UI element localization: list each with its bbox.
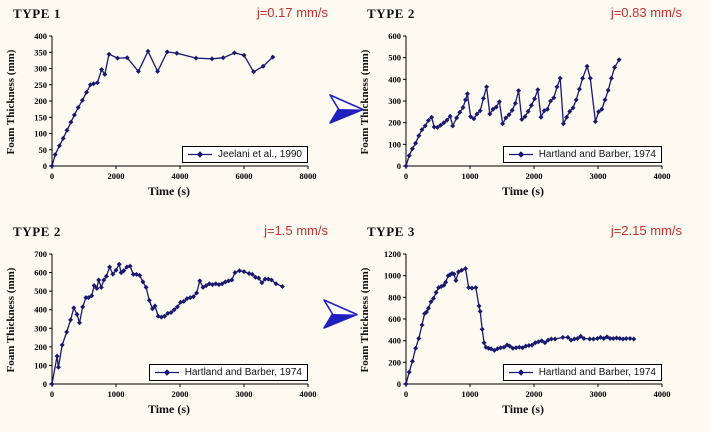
svg-text:0: 0 — [404, 389, 408, 399]
svg-text:4000: 4000 — [300, 389, 317, 399]
chart-title: TYPE 2 — [367, 6, 416, 21]
legend-label: Hartland and Barber, 1974 — [184, 367, 302, 378]
legend-marker-icon — [508, 369, 533, 376]
svg-text:400: 400 — [34, 305, 47, 315]
legend-marker-icon — [508, 151, 533, 158]
y-axis-label: Foam Thickness (mm) — [359, 267, 371, 373]
svg-text:0: 0 — [50, 171, 54, 181]
svg-text:400: 400 — [388, 336, 401, 346]
svg-text:200: 200 — [388, 118, 401, 128]
flow-arrow-top — [327, 92, 365, 126]
superficial-velocity-label: j=2.15 mm/s — [610, 223, 682, 238]
legend-label: Hartland and Barber, 1974 — [538, 149, 656, 160]
svg-text:1200: 1200 — [384, 249, 401, 259]
svg-text:0: 0 — [397, 379, 401, 389]
svg-text:600: 600 — [34, 268, 47, 278]
legend-box: Hartland and Barber, 1974 — [148, 364, 308, 381]
svg-text:600: 600 — [388, 314, 401, 324]
svg-text:200: 200 — [34, 96, 47, 106]
chart-title: TYPE 1 — [13, 6, 62, 21]
3d-right-arrowhead-icon — [329, 94, 364, 124]
svg-text:2000: 2000 — [526, 171, 543, 181]
plot-area: 0 100 200 300 400 500 600 0 1000 2000 3000 4000 — [388, 31, 671, 181]
chart-title: TYPE 2 — [13, 224, 62, 239]
chart-panel-type3: TYPE 3 j=2.15 mm/s Foam Thickness (mm) 0… — [356, 220, 690, 432]
svg-text:0: 0 — [50, 389, 54, 399]
chart-title: TYPE 3 — [367, 224, 416, 239]
svg-text:1000: 1000 — [462, 389, 479, 399]
svg-text:600: 600 — [388, 31, 401, 41]
svg-text:1000: 1000 — [384, 271, 401, 281]
svg-text:350: 350 — [34, 47, 47, 57]
svg-text:2000: 2000 — [108, 171, 125, 181]
superficial-velocity-label: j=1.5 mm/s — [264, 223, 328, 238]
svg-text:3000: 3000 — [590, 389, 607, 399]
svg-text:0: 0 — [397, 161, 401, 171]
legend-marker-icon — [188, 151, 213, 158]
svg-text:300: 300 — [34, 323, 47, 333]
svg-text:250: 250 — [34, 80, 47, 90]
x-axis-label: Time (s) — [501, 184, 545, 198]
plot-area: 0 100 200 300 400 500 600 700 0 1000 2000 3000 4000 — [34, 249, 317, 399]
plot-area: 0 200 400 600 800 1000 1200 0 1000 2000 3000 4000 — [384, 249, 671, 399]
svg-text:400: 400 — [34, 31, 47, 41]
svg-text:1000: 1000 — [462, 171, 479, 181]
legend-label: Hartland and Barber, 1974 — [538, 367, 656, 378]
svg-text:1000: 1000 — [108, 389, 125, 399]
svg-text:100: 100 — [34, 129, 47, 139]
legend-marker-icon — [154, 369, 179, 376]
svg-text:400: 400 — [388, 74, 401, 84]
svg-text:8000: 8000 — [300, 171, 317, 181]
x-axis-label: Time (s) — [501, 402, 545, 416]
svg-text:500: 500 — [388, 53, 401, 63]
x-axis-label: Time (s) — [147, 402, 191, 416]
svg-text:4000: 4000 — [654, 171, 671, 181]
svg-text:100: 100 — [34, 360, 47, 370]
svg-text:2000: 2000 — [172, 389, 189, 399]
chart-panel-type2-a: TYPE 2 j=0.83 mm/s Foam Thickness (mm) 0… — [356, 2, 690, 214]
svg-text:300: 300 — [388, 96, 401, 106]
legend-box: Jeelani et al., 1990 — [182, 146, 308, 163]
svg-text:3000: 3000 — [590, 171, 607, 181]
svg-text:150: 150 — [34, 112, 47, 122]
svg-text:0: 0 — [43, 379, 47, 389]
flow-arrow-bottom — [321, 297, 359, 331]
svg-text:300: 300 — [34, 64, 47, 74]
chart-panel-type1: TYPE 1 j=0.17 mm/s Foam Thickness (mm) 0… — [2, 2, 336, 214]
svg-text:3000: 3000 — [236, 389, 253, 399]
svg-text:4000: 4000 — [172, 171, 189, 181]
legend-box: Hartland and Barber, 1974 — [502, 364, 662, 381]
svg-text:700: 700 — [34, 249, 47, 259]
svg-text:200: 200 — [388, 357, 401, 367]
3d-right-arrowhead-icon — [323, 299, 358, 329]
svg-text:800: 800 — [388, 292, 401, 302]
svg-text:0: 0 — [43, 161, 47, 171]
superficial-velocity-label: j=0.17 mm/s — [256, 5, 328, 20]
svg-text:200: 200 — [34, 342, 47, 352]
svg-text:100: 100 — [388, 139, 401, 149]
svg-text:4000: 4000 — [654, 389, 671, 399]
svg-text:500: 500 — [34, 286, 47, 296]
svg-text:0: 0 — [404, 171, 408, 181]
chart-panel-type2-b: TYPE 2 j=1.5 mm/s Foam Thickness (mm) 0 1… — [2, 220, 336, 432]
y-axis-label: Foam Thickness (mm) — [5, 267, 17, 373]
svg-text:2000: 2000 — [526, 389, 543, 399]
superficial-velocity-label: j=0.83 mm/s — [610, 5, 682, 20]
legend-label: Jeelani et al., 1990 — [218, 149, 302, 160]
svg-text:6000: 6000 — [236, 171, 253, 181]
legend-box: Hartland and Barber, 1974 — [502, 146, 662, 163]
y-axis-label: Foam Thickness (mm) — [5, 49, 17, 155]
svg-text:50: 50 — [39, 145, 48, 155]
x-axis-label: Time (s) — [147, 184, 191, 198]
